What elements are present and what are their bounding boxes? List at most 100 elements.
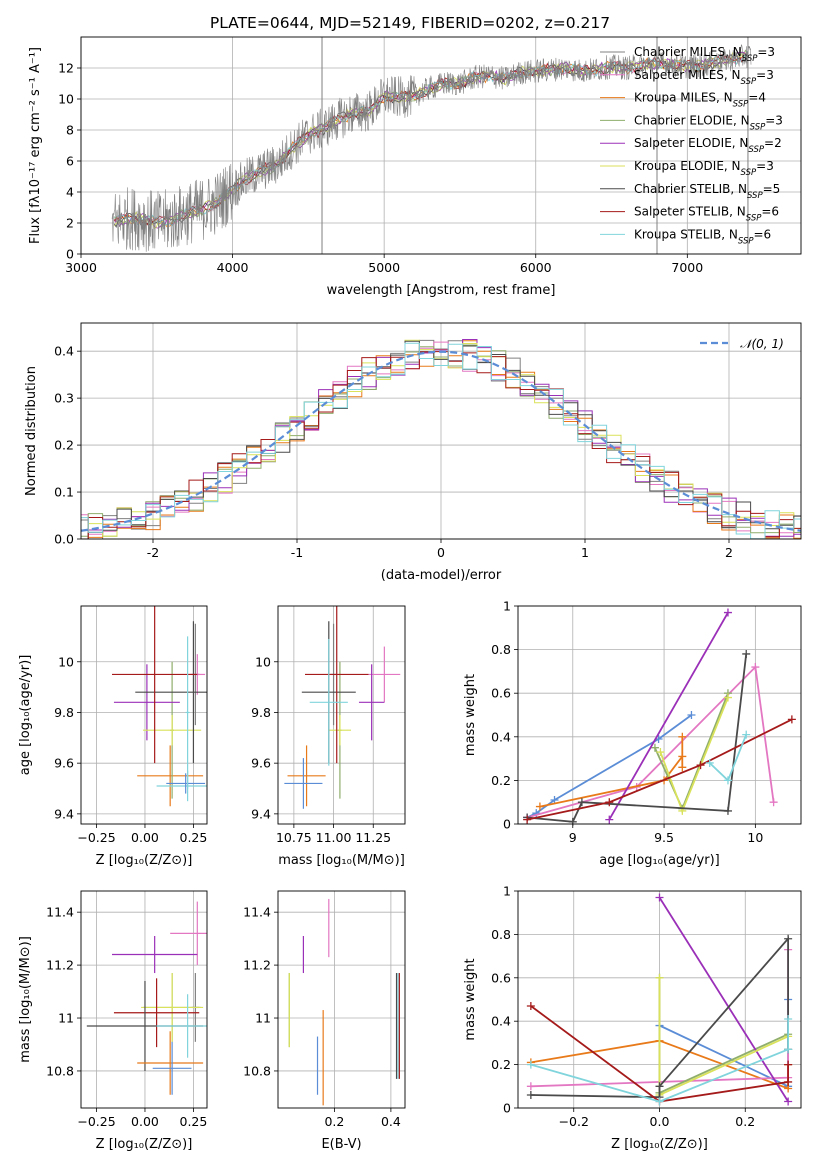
legend-entry: Chabrier MILES, NSSP=3 — [634, 45, 775, 64]
histogram-salpeter-miles — [81, 341, 801, 539]
plot-area — [81, 339, 801, 539]
errorbar-point — [112, 606, 198, 764]
y-tick-label: 9.4 — [54, 806, 74, 821]
x-tick-label: 9 — [569, 830, 577, 845]
legend-entry: Salpeter STELIB, NSSP=6 — [634, 205, 779, 224]
data-point-marker — [751, 663, 760, 672]
y-tick-label: 9.6 — [54, 756, 74, 771]
data-point-marker — [787, 715, 796, 724]
gridlines — [518, 605, 801, 825]
x-tick-label: 9.5 — [654, 830, 674, 845]
panel-mass-vs-ebv: 0.2 0.4 10.8 11 11.2 11.4 E(B-V) — [243, 890, 406, 1152]
legend-entry: Kroupa STELIB, NSSP=6 — [634, 227, 771, 246]
gridlines — [278, 606, 405, 824]
y-tick-label: 0.6 — [491, 970, 511, 985]
y-tick-label: 11 — [255, 1011, 271, 1026]
series-line — [658, 897, 789, 1102]
y-tick-label: 4 — [66, 185, 74, 200]
errorbar-point — [113, 978, 200, 1048]
x-tick-label: 0.25 — [180, 1114, 208, 1129]
x-axis-label: (data-model)/error — [381, 568, 502, 583]
gridlines — [278, 891, 405, 1108]
axes-frame — [277, 890, 406, 1109]
x-axis-label: wavelength [Angstrom, rest frame] — [327, 283, 556, 298]
y-axis-label: Normed distribution — [24, 366, 39, 496]
x-tick-label: −0.25 — [77, 1114, 115, 1129]
y-tick-label: 0.4 — [491, 1014, 511, 1029]
x-tick-label: 0 — [437, 545, 445, 560]
data-point-marker — [784, 934, 793, 943]
axes-frame — [517, 605, 802, 825]
x-tick-label: 0.25 — [180, 830, 208, 845]
data-point-marker — [656, 748, 665, 757]
data-spectrum-line — [111, 44, 752, 252]
data-point-marker — [523, 815, 532, 824]
data-point-marker — [655, 973, 664, 982]
data-point-marker — [655, 1082, 664, 1091]
panel-age-vs-mass: 10.75 11.00 11.25 9.4 9.6 9.8 10 mass [log₁₀(M/… — [251, 605, 406, 868]
panel-age-vs-Z: −0.25 0.00 0.25 9.4 9.6 9.8 10 Z [log₁₀(Z/Z⊙)] a… — [18, 605, 208, 868]
y-tick-label: 9.8 — [251, 705, 271, 720]
x-tick-label: 0.2 — [324, 1114, 344, 1129]
y-tick-label: 0.4 — [54, 344, 74, 359]
plot-area — [526, 893, 793, 1106]
panel-spectrum: 3000 4000 5000 6000 7000 0 2 4 6 8 10 12 wavelength … — [28, 36, 802, 298]
axes-frame — [80, 890, 208, 1109]
series-kroupa-stelib — [705, 730, 751, 785]
data-point-marker — [784, 1097, 793, 1106]
data-point-marker — [723, 608, 732, 617]
y-tick-label: 0.6 — [491, 686, 511, 701]
x-tick-label: 0.2 — [735, 1114, 755, 1129]
errorbar-point — [143, 715, 202, 746]
x-tick-label: -1 — [291, 545, 303, 560]
x-tick-label: 0.00 — [131, 830, 159, 845]
legend-entry: Salpeter ELODIE, NSSP=2 — [634, 136, 782, 155]
gaussian-curve — [81, 350, 801, 532]
x-tick-label: −0.25 — [77, 830, 115, 845]
data-point-marker — [650, 743, 659, 752]
panel-residuals: -2 -1 0 1 2 0.0 0.1 0.2 0.3 0.4 (data-model)/error… — [24, 322, 802, 583]
data-point-marker — [535, 802, 544, 811]
series-salpeter-elodie — [655, 893, 793, 1106]
data-point-marker — [526, 1090, 535, 1099]
series-line — [654, 692, 729, 812]
data-point-marker — [568, 817, 577, 826]
data-point-marker — [784, 1045, 793, 1054]
data-point-marker — [705, 758, 714, 767]
data-point-marker — [784, 1077, 793, 1086]
y-tick-label: 0.2 — [54, 438, 74, 453]
data-point-marker — [784, 1015, 793, 1024]
errorbar-point — [141, 973, 204, 1042]
data-point-marker — [526, 1060, 535, 1069]
axes-frame — [80, 322, 802, 540]
y-axis-label: mass [log₁₀(M/M⊙)] — [18, 936, 33, 1063]
series-salpeter-miles — [523, 663, 778, 822]
y-tick-label: 11.4 — [243, 905, 271, 920]
histogram-kroupa-stelib — [81, 342, 801, 539]
series-line — [608, 612, 729, 821]
y-tick-label: 0.2 — [491, 1057, 511, 1072]
x-axis-label: age [log₁₀(age/yr)] — [599, 853, 720, 868]
errorbar-point — [358, 664, 385, 741]
data-point-marker — [769, 798, 778, 807]
x-tick-label: 10 — [747, 830, 763, 845]
y-tick-label: 0.0 — [54, 532, 74, 547]
series-chabrier-elodie — [650, 689, 732, 813]
data-point-marker — [723, 806, 732, 815]
data-point-marker — [723, 776, 732, 785]
y-tick-label: 0 — [503, 817, 511, 832]
y-tick-label: 9.4 — [251, 806, 271, 821]
y-tick-label: 0.4 — [491, 729, 511, 744]
data-point-marker — [742, 649, 751, 658]
plot-area — [86, 901, 207, 1095]
plot-area — [111, 37, 752, 254]
x-tick-label: 3000 — [65, 260, 97, 275]
series-salpeter-stelib — [523, 715, 796, 824]
plot-area — [284, 606, 401, 809]
x-tick-label: -2 — [147, 545, 159, 560]
errorbar-point — [156, 994, 207, 1058]
data-point-marker — [723, 693, 732, 702]
errorbar-point — [166, 773, 206, 794]
x-axis-label: E(B-V) — [321, 1137, 361, 1152]
